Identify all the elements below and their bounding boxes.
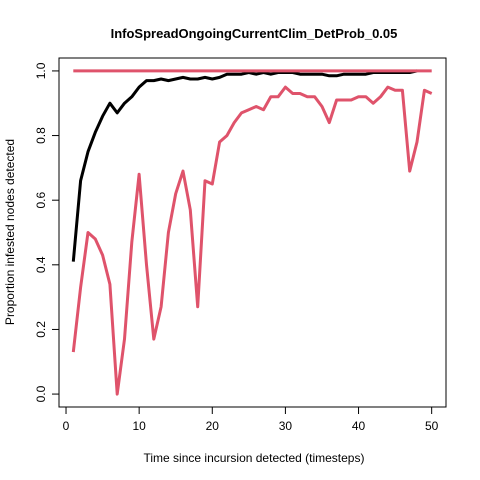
series-line-3	[71, 85, 433, 396]
y-tick-label: 0.8	[34, 127, 48, 144]
y-axis: 0.0 0.2 0.4 0.6 0.8 1.0	[34, 62, 60, 402]
y-tick-label: 0.0	[34, 385, 48, 402]
x-axis-label: Time since incursion detected (timesteps…	[144, 451, 365, 465]
x-tick-label: 50	[425, 419, 439, 433]
y-tick-label: 0.4	[34, 256, 48, 273]
y-tick-label: 0.6	[34, 192, 48, 209]
x-tick-label: 40	[352, 419, 366, 433]
x-tick-label: 0	[63, 419, 70, 433]
x-tick-label: 20	[206, 419, 220, 433]
x-tick-label: 30	[279, 419, 293, 433]
y-axis-label: Proportion infested nodes detected	[3, 139, 17, 325]
y-tick-label: 1.0	[34, 62, 48, 79]
x-tick-label: 10	[132, 419, 146, 433]
series-line-1	[71, 69, 418, 262]
y-tick-label: 0.2	[34, 321, 48, 338]
chart-title: InfoSpreadOngoingCurrentClim_DetProb_0.0…	[111, 26, 398, 41]
series-layer	[71, 69, 433, 396]
x-axis: 0 10 20 30 40 50	[63, 406, 439, 433]
